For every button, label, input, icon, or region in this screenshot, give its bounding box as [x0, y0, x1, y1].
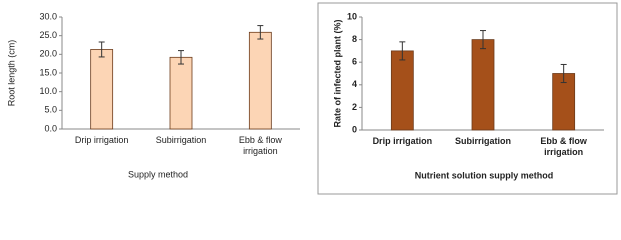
x-tick-label: Ebb & flow irrigation [540, 136, 587, 157]
error-bar [178, 50, 184, 65]
bar [471, 39, 495, 131]
x-tick-label-box: Ebb & flow irrigation [238, 135, 282, 156]
x-tick-label-box: Drip irrigation [74, 135, 129, 145]
y-tick-label: 0.0 [44, 123, 57, 133]
y-tick-label: 2 [352, 102, 357, 112]
figure: 0.0 5.0 10.0 15.0 20.0 25.0 30.0 Drip irrigatio… [6, 2, 618, 195]
y-tick-label: 4 [352, 79, 357, 89]
y-tick-label: 10 [347, 11, 357, 21]
x-tick-label-box: Subirrigation [455, 136, 511, 146]
y-tick-label: 6 [352, 57, 357, 67]
x-axis-title: Supply method [128, 169, 188, 179]
x-tick-label: Drip irrigation [372, 136, 433, 146]
chart: 0 2 4 6 8 10 Drip irrigation Subirrigation Ebb &… [332, 11, 604, 180]
x-tick-label-box: Subirrigation [155, 135, 207, 145]
error-bar [560, 63, 567, 84]
x-tick-label: Subirrigation [155, 135, 207, 145]
y-tick-label: 20.0 [39, 49, 57, 59]
error-bar [480, 30, 486, 50]
x-tick-label: Drip irrigation [74, 135, 129, 145]
x-tick-label: Ebb & flow irrigation [238, 135, 282, 156]
error-bar [98, 41, 105, 58]
panel-border [317, 2, 618, 195]
y-axis-title: Rate of infected plant (%) [332, 19, 342, 127]
y-tick-label: 5.0 [44, 105, 57, 115]
y-axis-title: Root length (cm) [6, 40, 16, 107]
chart: 0.0 5.0 10.0 15.0 20.0 25.0 30.0 Drip irrigatio… [6, 11, 300, 179]
y-tick-label: 25.0 [39, 30, 57, 40]
error-bar [399, 41, 406, 61]
y-tick-label: 10.0 [39, 86, 57, 96]
error-bar [257, 25, 264, 40]
bar [169, 56, 193, 130]
bar [90, 49, 114, 130]
y-tick-label: 30.0 [39, 11, 57, 21]
page: 0.0 5.0 10.0 15.0 20.0 25.0 30.0 Drip irrigatio… [6, 2, 618, 195]
bar [248, 31, 272, 130]
x-axis-title: Nutrient solution supply method [415, 170, 554, 180]
bar [390, 50, 414, 131]
x-tick-label-box: Drip irrigation [372, 136, 433, 146]
y-tick-label: 8 [352, 34, 357, 44]
y-tick-label: 0 [352, 124, 357, 134]
y-tick-label: 15.0 [39, 67, 57, 77]
x-tick-label: Subirrigation [455, 136, 511, 146]
x-tick-label-box: Ebb & flow irrigation [540, 136, 587, 157]
